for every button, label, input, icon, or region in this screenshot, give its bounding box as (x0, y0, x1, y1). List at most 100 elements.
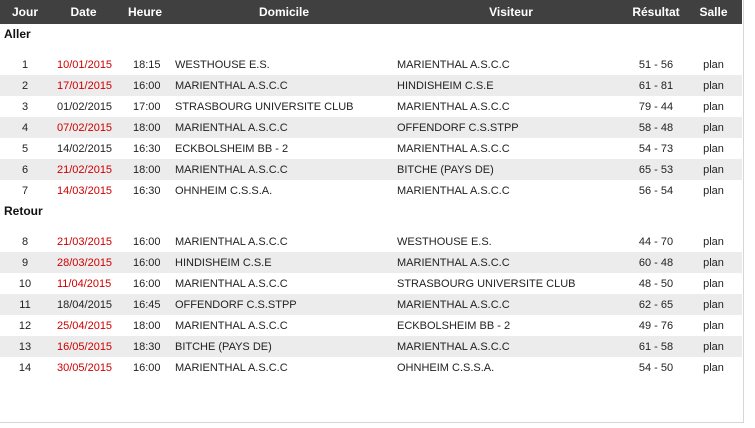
col-header-jour: Jour (0, 0, 50, 24)
salle-plan-link[interactable]: plan (685, 117, 742, 138)
cell-domicile: ECKBOLSHEIM BB - 2 (175, 142, 289, 155)
cell-resultat: 61 - 81 (627, 75, 685, 96)
col-header-date: Date (50, 0, 117, 24)
cell-domicile: MARIENTHAL A.S.C.C (173, 159, 395, 180)
cell-resultat: 56 - 54 (638, 184, 674, 197)
cell-heure: 17:00 (133, 100, 161, 113)
cell-visiteur: MARIENTHAL A.S.C.C (395, 294, 627, 315)
table-row: 1 10/01/2015 18:15 WESTHOUSE E.S. MARIENTHAL… (0, 54, 742, 75)
cell-domicile: HINDISHEIM C.S.E (173, 252, 395, 273)
cell-date: 07/02/2015 (50, 117, 117, 138)
cell-resultat: 54 - 73 (638, 142, 674, 155)
salle-plan-link[interactable]: plan (703, 361, 724, 374)
cell-date: 01/02/2015 (57, 100, 113, 113)
cell-domicile: STRASBOURG UNIVERSITE CLUB (175, 100, 354, 113)
cell-jour: 9 (0, 252, 50, 273)
cell-heure: 18:30 (117, 336, 173, 357)
section-gap (0, 221, 742, 231)
table-row: 5 14/02/2015 16:30 ECKBOLSHEIM BB - 2 MARIEN… (0, 138, 742, 159)
cell-jour: 3 (21, 100, 29, 113)
cell-heure: 18:00 (117, 117, 173, 138)
cell-date: 28/03/2015 (50, 252, 117, 273)
salle-plan-link[interactable]: plan (703, 319, 724, 332)
cell-jour: 8 (21, 235, 29, 248)
section-retour-row: Retour (0, 201, 742, 221)
cell-heure: 16:00 (117, 75, 173, 96)
salle-plan-link[interactable]: plan (685, 294, 742, 315)
cell-domicile: MARIENTHAL A.S.C.C (175, 319, 288, 332)
col-header-heure: Heure (117, 0, 173, 24)
salle-plan-link[interactable]: plan (703, 100, 724, 113)
cell-resultat: 60 - 48 (627, 252, 685, 273)
salle-plan-link[interactable]: plan (685, 75, 742, 96)
cell-jour: 2 (0, 75, 50, 96)
schedule-panel: Jour Date Heure Domicile Visiteur Résult… (0, 0, 744, 423)
cell-date: 14/03/2015 (57, 184, 113, 197)
table-row: 11 18/04/2015 16:45 OFFENDORF C.S.STPP MARIE… (0, 294, 742, 315)
cell-visiteur: OFFENDORF C.S.STPP (395, 117, 627, 138)
table-row: 12 25/04/2015 18:00 MARIENTHAL A.S.C.C ECKBO… (0, 315, 742, 336)
cell-date: 18/04/2015 (50, 294, 117, 315)
salle-plan-link[interactable]: plan (703, 277, 724, 290)
cell-heure: 16:30 (133, 184, 161, 197)
table-row: 13 16/05/2015 18:30 BITCHE (PAYS DE) MARIENT… (0, 336, 742, 357)
cell-visiteur: BITCHE (PAYS DE) (395, 159, 627, 180)
cell-visiteur: OHNHEIM C.S.S.A. (397, 361, 495, 374)
cell-jour: 12 (18, 319, 32, 332)
table-row: 14 30/05/2015 16:00 MARIENTHAL A.S.C.C OHNHE… (0, 357, 742, 378)
cell-date: 11/04/2015 (57, 277, 112, 290)
cell-resultat: 62 - 65 (627, 294, 685, 315)
cell-date: 30/05/2015 (57, 361, 113, 374)
cell-date: 21/03/2015 (57, 235, 113, 248)
cell-heure: 18:15 (133, 58, 161, 71)
table-row: 2 17/01/2015 16:00 MARIENTHAL A.S.C.C HINDIS… (0, 75, 742, 96)
cell-resultat: 44 - 70 (638, 235, 674, 248)
cell-domicile: OHNHEIM C.S.S.A. (175, 184, 273, 197)
col-header-resultat: Résultat (627, 0, 685, 24)
salle-plan-link[interactable]: plan (685, 336, 742, 357)
cell-jour: 5 (21, 142, 29, 155)
cell-visiteur: MARIENTHAL A.S.C.C (397, 142, 510, 155)
cell-resultat: 61 - 58 (627, 336, 685, 357)
cell-resultat: 51 - 56 (638, 58, 674, 71)
table-header-row: Jour Date Heure Domicile Visiteur Résult… (0, 0, 742, 24)
cell-domicile: MARIENTHAL A.S.C.C (173, 117, 395, 138)
cell-heure: 18:00 (133, 319, 161, 332)
cell-heure: 16:00 (133, 361, 161, 374)
salle-plan-link[interactable]: plan (703, 58, 724, 71)
cell-visiteur: STRASBOURG UNIVERSITE CLUB (397, 277, 576, 290)
section-gap (0, 44, 742, 54)
cell-domicile: WESTHOUSE E.S. (175, 58, 270, 71)
cell-jour: 4 (0, 117, 50, 138)
salle-plan-link[interactable]: plan (685, 252, 742, 273)
cell-jour: 13 (0, 336, 50, 357)
cell-heure: 18:00 (117, 159, 173, 180)
cell-visiteur: HINDISHEIM C.S.E (395, 75, 627, 96)
salle-plan-link[interactable]: plan (685, 159, 742, 180)
cell-resultat: 58 - 48 (627, 117, 685, 138)
cell-heure: 16:30 (133, 142, 161, 155)
cell-date: 17/01/2015 (50, 75, 117, 96)
col-header-visiteur: Visiteur (395, 0, 627, 24)
schedule-table: Jour Date Heure Domicile Visiteur Résult… (0, 0, 742, 378)
table-row: 8 21/03/2015 16:00 MARIENTHAL A.S.C.C WESTHO… (0, 231, 742, 252)
cell-resultat: 49 - 76 (638, 319, 674, 332)
salle-plan-link[interactable]: plan (703, 184, 724, 197)
salle-plan-link[interactable]: plan (703, 142, 724, 155)
cell-date: 25/04/2015 (57, 319, 113, 332)
cell-resultat: 54 - 50 (638, 361, 674, 374)
salle-plan-link[interactable]: plan (703, 235, 724, 248)
cell-date: 21/02/2015 (50, 159, 117, 180)
col-header-domicile: Domicile (173, 0, 395, 24)
cell-visiteur: MARIENTHAL A.S.C.C (395, 252, 627, 273)
col-header-salle: Salle (685, 0, 742, 24)
cell-heure: 16:00 (133, 235, 161, 248)
cell-resultat: 65 - 53 (627, 159, 685, 180)
cell-resultat: 48 - 50 (638, 277, 674, 290)
cell-date: 10/01/2015 (57, 58, 113, 71)
table-row: 7 14/03/2015 16:30 OHNHEIM C.S.S.A. MARIENTH… (0, 180, 742, 201)
cell-date: 14/02/2015 (57, 142, 113, 155)
cell-heure: 16:00 (133, 277, 161, 290)
cell-domicile: MARIENTHAL A.S.C.C (175, 235, 288, 248)
cell-visiteur: MARIENTHAL A.S.C.C (397, 100, 510, 113)
